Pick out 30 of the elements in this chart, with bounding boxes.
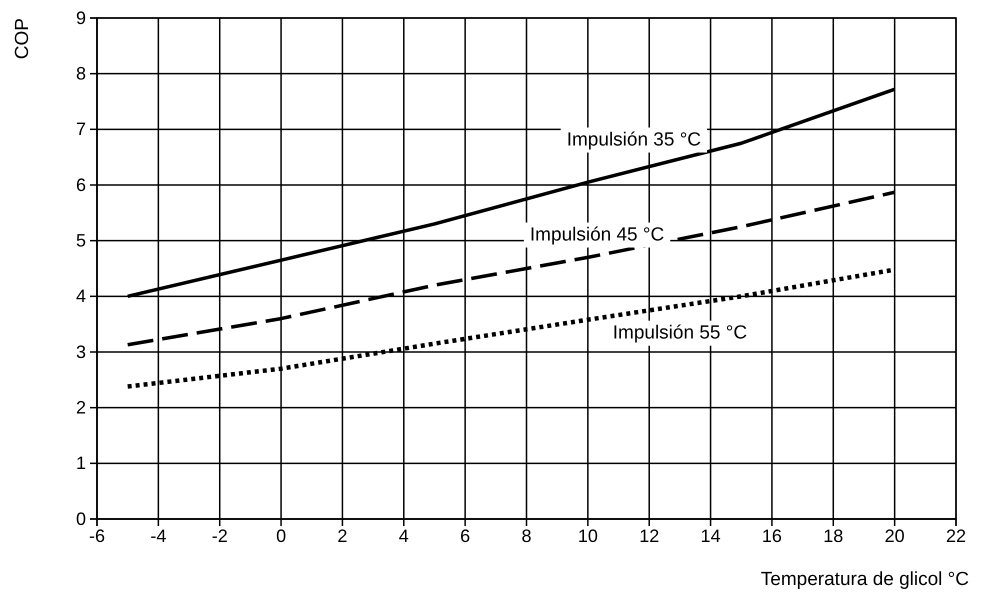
x-tick-label: 22 [946, 526, 966, 546]
x-axis-title: Temperatura de glicol °C [760, 569, 969, 590]
y-tick-label: 0 [76, 508, 86, 529]
y-tick-label: 3 [76, 342, 86, 362]
x-tick-label: 6 [460, 526, 470, 546]
y-tick-label: 7 [76, 119, 86, 140]
y-tick-label: 8 [76, 63, 86, 84]
series-label: Impulsión 45 °C [530, 224, 664, 246]
y-tick-label: 1 [76, 453, 86, 474]
x-tick-label: 4 [398, 526, 409, 546]
x-tick-label: 10 [578, 526, 598, 546]
x-tick-label: 18 [823, 526, 844, 546]
y-tick-label: 5 [76, 230, 86, 250]
x-tick-label: -4 [150, 526, 166, 546]
series-label: Impulsión 55 °C [612, 322, 748, 344]
y-tick-label: 9 [76, 8, 86, 28]
x-tick-label: 0 [276, 526, 286, 546]
y-axis-title: COP [12, 18, 33, 60]
y-tick-label: 4 [76, 286, 86, 306]
x-tick-label: 8 [521, 526, 532, 546]
x-tick-label: 16 [762, 526, 782, 546]
x-tick-label: -2 [212, 526, 228, 546]
series-label: Impulsión 35 °C [566, 130, 702, 151]
x-tick-label: 2 [337, 526, 348, 546]
x-tick-label: 20 [884, 526, 905, 546]
x-tick-label: -6 [88, 526, 106, 546]
x-tick-label: 12 [639, 526, 660, 546]
y-tick-label: 2 [76, 397, 86, 418]
y-tick-label: 6 [76, 174, 86, 195]
x-tick-label: 14 [700, 526, 721, 546]
